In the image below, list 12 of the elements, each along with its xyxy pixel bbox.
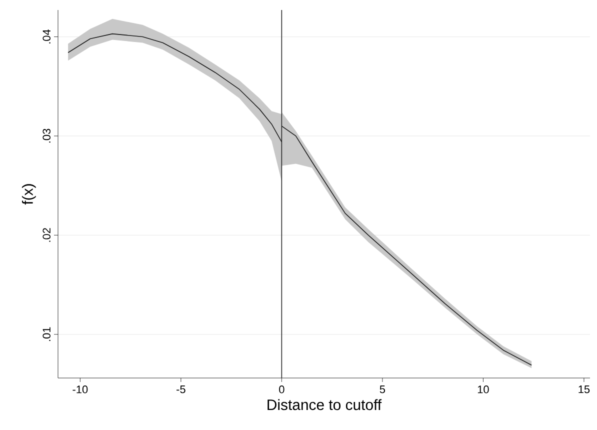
x-tick-label: -10 [72, 386, 88, 394]
y-tick-label: .04 [42, 29, 50, 44]
x-tick-label: 15 [578, 386, 590, 394]
x-axis-title: Distance to cutoff [268, 399, 382, 410]
y-tick-label: .01 [42, 327, 50, 341]
y-axis-title: f(x) [22, 184, 36, 205]
y-tick-label: .02 [42, 228, 50, 242]
x-tick-label: -5 [176, 386, 186, 394]
x-tick-label: 10 [478, 386, 489, 394]
x-tick-label: 0 [279, 386, 284, 394]
y-tick-label: .03 [42, 128, 50, 143]
x-tick-label: 5 [380, 386, 386, 394]
